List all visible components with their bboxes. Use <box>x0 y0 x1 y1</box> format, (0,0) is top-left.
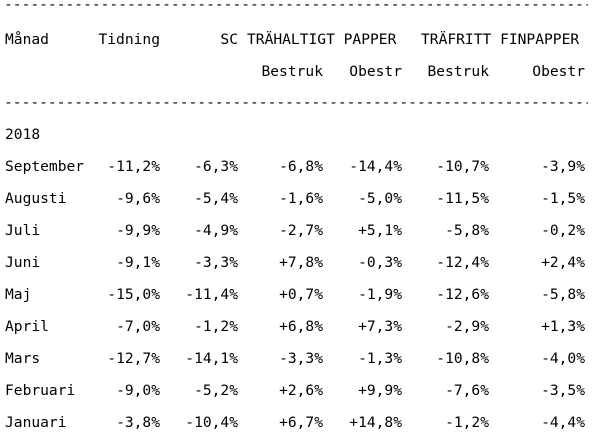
table-row: Augusti -9,6% -5,4% -1,6% -5,0% -11,5% -1,5% <box>0 190 597 208</box>
header-group-trafritt: TRÄFRITT FINPAPPER <box>421 31 580 48</box>
month-cell: Juli <box>5 222 41 239</box>
value-cell-trahaltigt-bestruk: +6,8% <box>279 318 323 335</box>
table-row: Mars -12,7% -14,1% -3,3% -1,3% -10,8% -4,0% <box>0 350 597 368</box>
month-cell: Februari <box>5 382 76 399</box>
value-cell-tidning: -12,7% <box>107 350 160 367</box>
subheader-bestruk-1: Bestruk <box>261 63 323 80</box>
month-cell: Juni <box>5 254 41 271</box>
value-cell-trafritt-obestr: +1,3% <box>541 318 585 335</box>
value-cell-tidning: -15,0% <box>107 286 160 303</box>
value-cell-trafritt-bestruk: -2,9% <box>445 318 489 335</box>
value-cell-tidning: -7,0% <box>116 318 160 335</box>
value-cell-trafritt-bestruk: -11,5% <box>436 190 489 207</box>
header-group-trahaltigt: TRÄHALTIGT PAPPER <box>247 31 397 48</box>
value-cell-tidning: -3,8% <box>116 414 160 431</box>
value-cell-tidning: -11,2% <box>107 158 160 175</box>
value-cell-trafritt-bestruk: -5,8% <box>445 222 489 239</box>
value-cell-sc: -5,2% <box>194 382 238 399</box>
value-cell-trafritt-obestr: +2,4% <box>541 254 585 271</box>
subheader-row: Bestruk Obestr Bestruk Obestr <box>0 63 597 81</box>
value-cell-trahaltigt-obestr: -1,3% <box>358 350 402 367</box>
value-cell-trahaltigt-bestruk: +7,8% <box>279 254 323 271</box>
year-label: 2018 <box>5 126 41 143</box>
table-row: April -7,0% -1,2% +6,8% +7,3% -2,9% +1,3% <box>0 318 597 336</box>
header-sc: SC <box>220 31 238 48</box>
value-cell-trafritt-obestr: -1,5% <box>541 190 585 207</box>
value-cell-trafritt-obestr: -0,2% <box>541 222 585 239</box>
table-row: Februari -9,0% -5,2% +2,6% +9,9% -7,6% -3,5% <box>0 382 597 400</box>
table-row: Maj -15,0% -11,4% +0,7% -1,9% -12,6% -5,8% <box>0 286 597 304</box>
header-month: Månad <box>5 31 49 48</box>
value-cell-trafritt-bestruk: -7,6% <box>445 382 489 399</box>
month-cell: September <box>5 158 85 175</box>
table-row: Januari -3,8% -10,4% +6,7% +14,8% -1,2% -4,4% <box>0 414 597 432</box>
table-row: September -11,2% -6,3% -6,8% -14,4% -10,7% -3,… <box>0 158 597 176</box>
value-cell-sc: -6,3% <box>194 158 238 175</box>
value-cell-sc: -5,4% <box>194 190 238 207</box>
header-tidning: Tidning <box>98 31 160 48</box>
table-row: Juli -9,9% -4,9% -2,7% +5,1% -5,8% -0,2% <box>0 222 597 240</box>
header-rule: ----------------------------------------… <box>4 95 588 111</box>
subheader-bestruk-2: Bestruk <box>427 63 489 80</box>
value-cell-trafritt-bestruk: -10,8% <box>436 350 489 367</box>
month-cell: Augusti <box>5 190 67 207</box>
month-cell: Mars <box>5 350 41 367</box>
value-cell-tidning: -9,9% <box>116 222 160 239</box>
value-cell-trahaltigt-bestruk: -2,7% <box>279 222 323 239</box>
subheader-obestr-2: Obestr <box>532 63 585 80</box>
table-row: Juni -9,1% -3,3% +7,8% -0,3% -12,4% +2,4% <box>0 254 597 272</box>
value-cell-trafritt-bestruk: -1,2% <box>445 414 489 431</box>
value-cell-trafritt-obestr: -4,0% <box>541 350 585 367</box>
value-cell-trahaltigt-obestr: -5,0% <box>358 190 402 207</box>
value-cell-trafritt-obestr: -4,4% <box>541 414 585 431</box>
value-cell-trahaltigt-obestr: -1,9% <box>358 286 402 303</box>
value-cell-tidning: -9,0% <box>116 382 160 399</box>
subheader-obestr-1: Obestr <box>349 63 402 80</box>
value-cell-sc: -10,4% <box>185 414 238 431</box>
value-cell-trahaltigt-bestruk: +6,7% <box>279 414 323 431</box>
value-cell-trahaltigt-obestr: +5,1% <box>358 222 402 239</box>
value-cell-trahaltigt-obestr: +14,8% <box>349 414 402 431</box>
header-row: Månad Tidning SC TRÄHALTIGT PAPPER TRÄFR… <box>0 31 597 49</box>
month-cell: April <box>5 318 49 335</box>
year-row: 2018 <box>0 126 597 144</box>
value-cell-trafritt-obestr: -3,5% <box>541 382 585 399</box>
value-cell-trafritt-bestruk: -12,6% <box>436 286 489 303</box>
value-cell-sc: -3,3% <box>194 254 238 271</box>
value-cell-sc: -11,4% <box>185 286 238 303</box>
value-cell-trahaltigt-bestruk: -6,8% <box>279 158 323 175</box>
month-cell: Januari <box>5 414 67 431</box>
value-cell-trahaltigt-obestr: -14,4% <box>349 158 402 175</box>
value-cell-sc: -1,2% <box>194 318 238 335</box>
value-cell-sc: -4,9% <box>194 222 238 239</box>
top-rule: ----------------------------------------… <box>4 0 588 13</box>
value-cell-trahaltigt-bestruk: -3,3% <box>279 350 323 367</box>
value-cell-sc: -14,1% <box>185 350 238 367</box>
value-cell-trafritt-obestr: -5,8% <box>541 286 585 303</box>
value-cell-trahaltigt-bestruk: -1,6% <box>279 190 323 207</box>
value-cell-tidning: -9,6% <box>116 190 160 207</box>
value-cell-trahaltigt-obestr: -0,3% <box>358 254 402 271</box>
month-cell: Maj <box>5 286 32 303</box>
value-cell-trahaltigt-bestruk: +2,6% <box>279 382 323 399</box>
value-cell-tidning: -9,1% <box>116 254 160 271</box>
value-cell-trafritt-bestruk: -12,4% <box>436 254 489 271</box>
value-cell-trahaltigt-obestr: +7,3% <box>358 318 402 335</box>
value-cell-trafritt-obestr: -3,9% <box>541 158 585 175</box>
value-cell-trahaltigt-bestruk: +0,7% <box>279 286 323 303</box>
value-cell-trafritt-bestruk: -10,7% <box>436 158 489 175</box>
value-cell-trahaltigt-obestr: +9,9% <box>358 382 402 399</box>
